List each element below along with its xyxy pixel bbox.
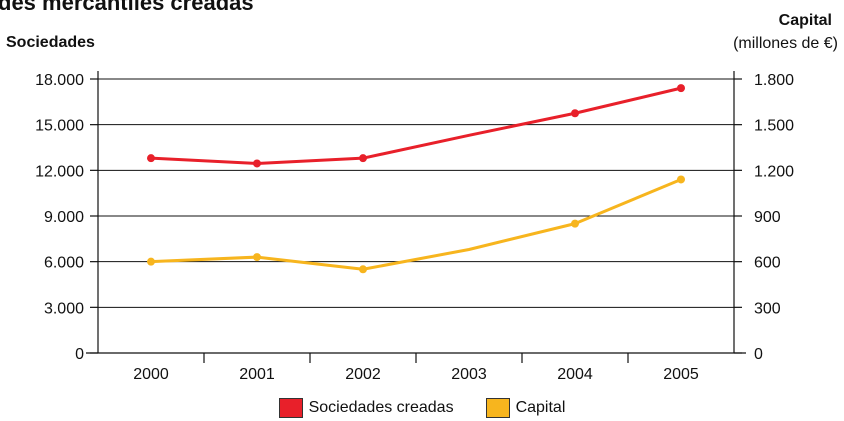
x-tick-label: 2004	[557, 366, 593, 383]
left-axis-title: Sociedades	[6, 34, 95, 51]
data-point	[571, 109, 579, 118]
right-axis-title: Capital	[778, 12, 832, 29]
x-tick-label: 2000	[133, 366, 169, 383]
legend-swatch-capital	[485, 398, 510, 418]
legend-item-capital: Capital	[485, 398, 566, 418]
left-tick-label: 15.000	[35, 118, 84, 135]
data-point	[147, 154, 155, 163]
legend-label-sociedades: Sociedades creadas	[308, 399, 454, 416]
right-tick-label: 300	[754, 300, 781, 317]
left-tick-label: 6.000	[44, 255, 84, 272]
chart-title: des mercantiles creadas	[0, 0, 254, 15]
left-tick-label: 0	[75, 346, 84, 363]
x-tick-label: 2001	[239, 366, 275, 383]
data-point	[359, 265, 367, 274]
data-point	[359, 154, 367, 163]
left-tick-label: 9.000	[44, 209, 84, 226]
right-tick-label: 600	[754, 255, 781, 272]
data-point	[677, 175, 685, 184]
left-tick-label: 3.000	[44, 300, 84, 317]
left-tick-label: 12.000	[35, 163, 84, 180]
right-tick-label: 900	[754, 209, 781, 226]
right-axis-unit: (millones de €)	[733, 35, 838, 52]
legend-label-capital: Capital	[515, 399, 566, 416]
data-point	[571, 219, 579, 228]
right-tick-label: 0	[754, 346, 763, 363]
right-tick-label: 1.200	[754, 163, 794, 180]
left-tick-label: 18.000	[35, 72, 84, 89]
series-line-0	[150, 86, 682, 165]
legend-item-sociedades: Sociedades creadas	[278, 398, 454, 418]
x-tick-label: 2003	[451, 366, 487, 383]
x-tick-label: 2002	[345, 366, 381, 383]
data-point	[253, 253, 261, 262]
right-tick-label: 1.800	[754, 72, 794, 89]
data-point	[677, 84, 685, 93]
data-point	[147, 257, 155, 266]
x-tick-label: 2005	[663, 366, 699, 383]
data-point	[253, 159, 261, 168]
legend-swatch-sociedades	[278, 398, 303, 418]
series-line-1	[150, 178, 682, 271]
right-tick-label: 1.500	[754, 118, 794, 135]
legend: Sociedades creadas Capital	[0, 398, 844, 418]
